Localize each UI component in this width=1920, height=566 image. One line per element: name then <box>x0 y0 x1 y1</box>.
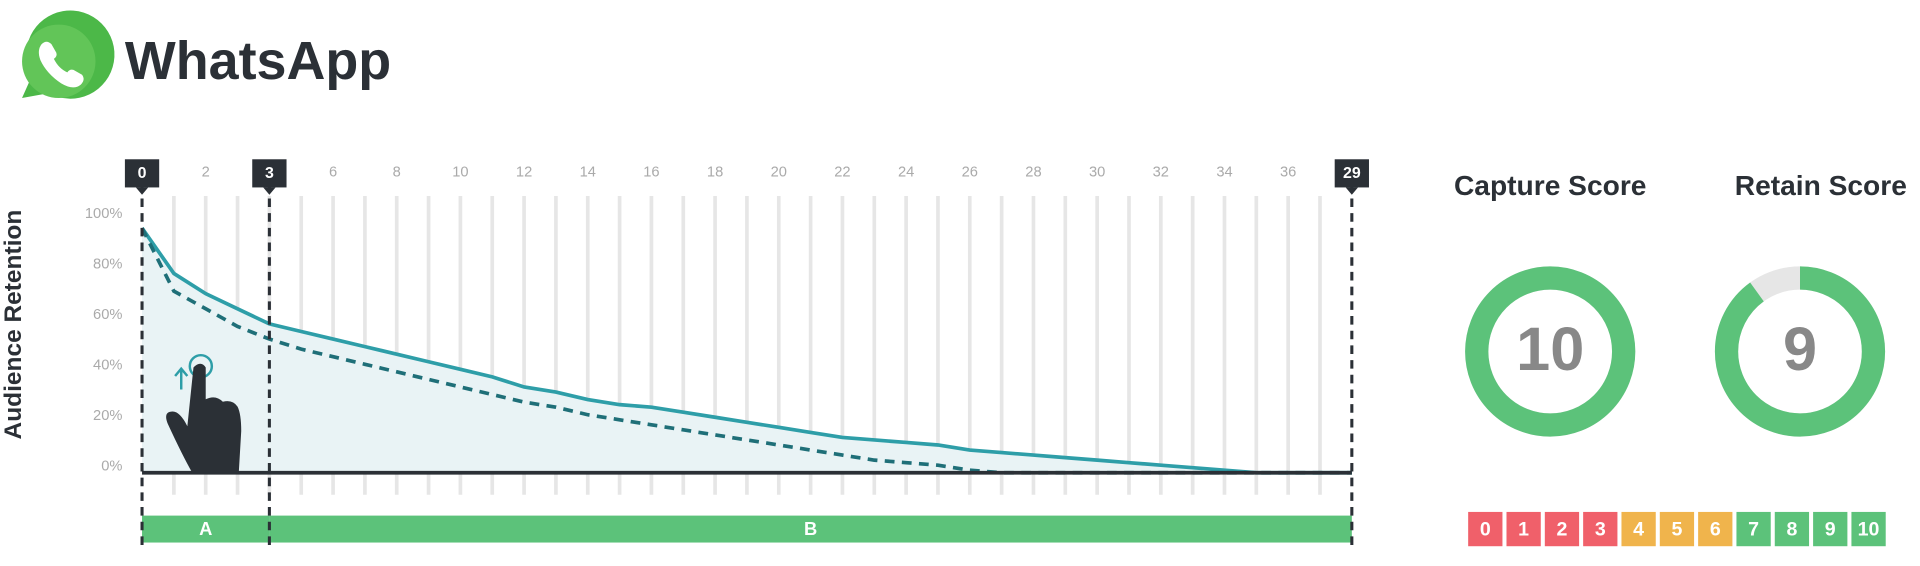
y-tick-label: 100% <box>85 206 123 222</box>
x-tick-label: 28 <box>1025 165 1041 181</box>
score-title: Retain Score <box>1735 170 1907 201</box>
hand-icon <box>166 353 242 473</box>
y-tick-label: 40% <box>93 358 122 374</box>
marker-box <box>1334 159 1369 188</box>
scale-label: 5 <box>1671 518 1682 540</box>
marker-pointer <box>1345 187 1358 195</box>
y-tick-label: 60% <box>93 307 122 323</box>
marker-box <box>252 159 287 188</box>
segment-bar <box>142 515 270 543</box>
x-tick-label: 20 <box>771 165 787 181</box>
scale-label: 10 <box>1858 518 1880 540</box>
marker-label: 29 <box>1343 165 1361 182</box>
whatsapp-logo <box>22 10 115 99</box>
x-tick-label: 36 <box>1280 165 1296 181</box>
line <box>140 227 1352 475</box>
score-value: 10 <box>1516 315 1584 383</box>
marker-label: 3 <box>265 165 274 182</box>
y-tick-label: 20% <box>93 408 122 424</box>
scale-box <box>1736 511 1771 547</box>
scale-label: 4 <box>1633 518 1644 540</box>
scale-box <box>1468 511 1503 547</box>
x-tick-label: 24 <box>898 165 914 181</box>
x-tick-label: 30 <box>1089 165 1105 181</box>
scale-label: 2 <box>1557 518 1568 540</box>
scale-box <box>1813 511 1848 547</box>
scale-label: 3 <box>1595 518 1606 540</box>
x-tick-label: 2 <box>202 165 210 181</box>
x-tick-label: 32 <box>1153 165 1169 181</box>
scale-label: 6 <box>1710 518 1721 540</box>
y-tick-label: 80% <box>93 257 122 273</box>
score-ring <box>1714 266 1886 437</box>
scale-box <box>1698 511 1733 547</box>
x-tick-label: 26 <box>962 165 978 181</box>
score-value: 9 <box>1783 315 1817 383</box>
plot: 246810121416182022242628303234360%20%40%… <box>85 159 1369 549</box>
marker-box <box>124 159 160 188</box>
marker-pointer <box>263 187 276 195</box>
segment-bar <box>269 515 1352 543</box>
segment-label: A <box>199 518 212 539</box>
x-tick-label: 16 <box>643 165 659 181</box>
app-title: WhatsApp <box>125 31 391 91</box>
scale-box <box>1621 511 1656 547</box>
x-tick-label: 22 <box>834 165 850 181</box>
x-tick-label: 12 <box>516 165 532 181</box>
x-tick-label: 6 <box>329 165 337 181</box>
y-axis-title: Audience Retention <box>0 210 27 440</box>
x-tick-label: 34 <box>1216 165 1232 181</box>
scale-box <box>1583 511 1618 547</box>
x-tick-label: 14 <box>580 165 596 181</box>
x-tick-label: 8 <box>393 165 401 181</box>
scale-label: 1 <box>1518 518 1529 540</box>
x-tick-label: 10 <box>452 165 468 181</box>
segment-label: B <box>804 518 817 539</box>
score-title: Capture Score <box>1454 170 1646 201</box>
y-tick-label: 0% <box>101 458 122 474</box>
marker-pointer <box>135 187 149 195</box>
scale-box <box>1506 511 1541 547</box>
scale-box <box>1774 511 1810 547</box>
area <box>142 228 1352 473</box>
marker-label: 0 <box>138 165 147 182</box>
scale-label: 9 <box>1825 518 1836 540</box>
scale-label: 7 <box>1748 518 1759 540</box>
score-ring <box>1465 266 1636 437</box>
scale-label: 8 <box>1786 518 1797 540</box>
scores: Capture Score 10 Retain Score 9 0 1 2 3 4 5 6 7 8 9 10 <box>1454 170 1907 547</box>
scale-box <box>1659 511 1695 547</box>
scale-box <box>1851 511 1886 547</box>
scale-box <box>1544 511 1580 547</box>
scale-label: 0 <box>1480 518 1491 540</box>
x-tick-label: 18 <box>707 165 723 181</box>
